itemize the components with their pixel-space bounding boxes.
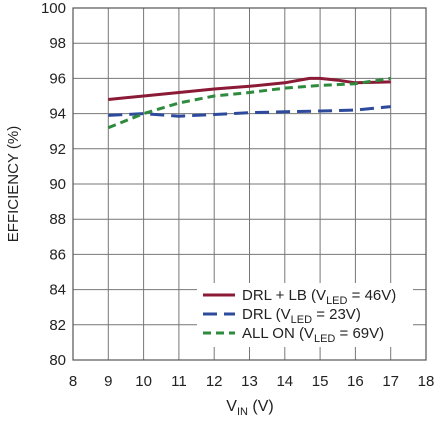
x-axis-label: VIN (V) <box>226 398 273 418</box>
x-axis-label-unit: (V) <box>248 398 274 415</box>
legend-label-1: DRL + LB (VLED = 46V) <box>242 287 396 307</box>
series-line-2 <box>108 105 391 118</box>
series-line-1 <box>108 76 391 101</box>
x-tick-label: 17 <box>382 373 399 390</box>
x-tick-label: 16 <box>347 373 364 390</box>
x-tick-label: 13 <box>241 373 258 390</box>
y-tick-label: 86 <box>49 246 66 263</box>
x-tick-label: 15 <box>312 373 329 390</box>
y-tick-label: 92 <box>49 141 66 158</box>
y-axis-label: EFFICIENCY (%) <box>5 126 22 242</box>
legend: DRL + LB (VLED = 46V)DRL (VLED = 23V)ALL… <box>197 283 413 347</box>
series-line-3 <box>107 76 391 130</box>
x-tick-label: 8 <box>69 373 77 390</box>
x-tick-label: 18 <box>418 373 435 390</box>
y-tick-label: 96 <box>49 70 66 87</box>
y-tick-label: 82 <box>49 317 66 334</box>
y-tick-label: 98 <box>49 35 66 52</box>
legend-label-2: DRL (VLED = 23V) <box>242 306 361 326</box>
y-tick-label: 94 <box>49 106 66 123</box>
plot-frame <box>72 7 427 361</box>
x-tick-label: 9 <box>104 373 112 390</box>
x-tick-label: 14 <box>276 373 293 390</box>
x-tick-label: 11 <box>171 373 187 390</box>
y-tick-label: 80 <box>49 352 66 369</box>
x-axis-label-main: V <box>226 398 237 415</box>
y-tick-label: 88 <box>49 211 66 228</box>
y-tick-label: 84 <box>49 282 66 299</box>
axis-layer: 8 9 10 11 12 13 14 15 16 17 18 80 82 84 86 88 90 92 94 96 98… <box>41 0 434 390</box>
series-layer <box>107 76 391 130</box>
legend-label-3: ALL ON (VLED = 69V) <box>242 325 384 345</box>
y-tick-label: 100 <box>41 0 66 17</box>
x-tick-label: 12 <box>206 373 223 390</box>
x-axis-label-sub: IN <box>237 406 248 418</box>
x-tick-label: 10 <box>135 373 152 390</box>
y-tick-label: 90 <box>49 176 66 193</box>
